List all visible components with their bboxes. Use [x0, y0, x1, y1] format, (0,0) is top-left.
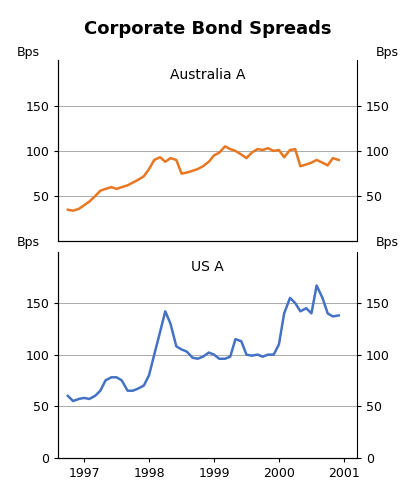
Text: Bps: Bps	[16, 46, 39, 58]
Text: Corporate Bond Spreads: Corporate Bond Spreads	[84, 20, 331, 38]
Text: Bps: Bps	[376, 236, 399, 249]
Text: Bps: Bps	[376, 46, 399, 58]
Text: Bps: Bps	[16, 236, 39, 249]
Text: Australia A: Australia A	[170, 67, 245, 81]
Text: US A: US A	[191, 260, 224, 274]
